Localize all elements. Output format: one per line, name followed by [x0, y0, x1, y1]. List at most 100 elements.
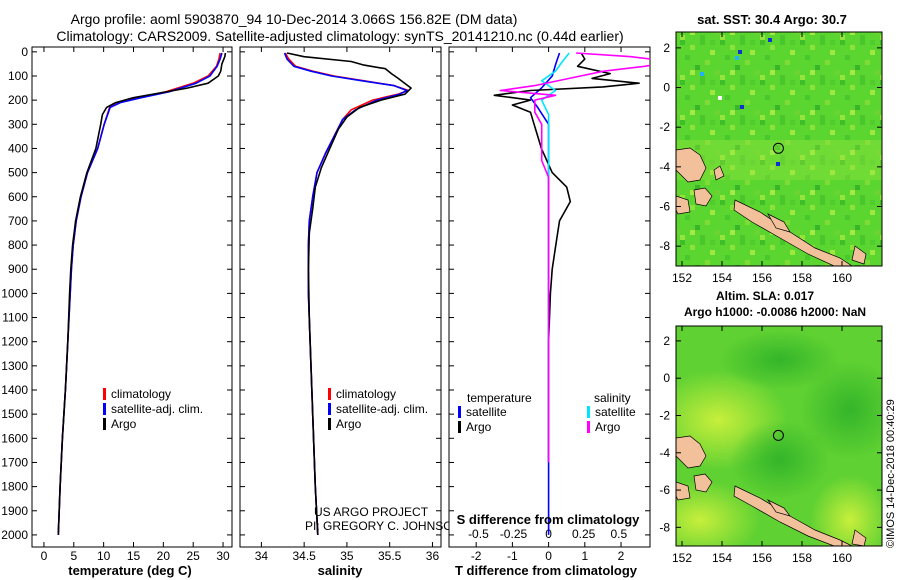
legend-label: climatology — [111, 387, 171, 401]
x-tick-label: 34 — [255, 549, 269, 563]
x-tick-label: 35.5 — [378, 549, 402, 563]
depth-tick-label: 1800 — [1, 480, 28, 494]
temperature-xlabel: temperature (deg C) — [68, 563, 192, 578]
legend-title-salinity: salinity — [594, 391, 631, 405]
depth-axis-labels: 0 100 200 300 400 500 600 700 800 900 1000 1100 1200… — [1, 45, 28, 542]
legend-label: satellite-adj. clim. — [111, 402, 203, 416]
difference-xlabel: T difference from climatology — [455, 563, 638, 578]
legend-swatch — [458, 406, 461, 418]
x-tick-label: 0 — [545, 549, 552, 563]
depth-tick-label: 1500 — [1, 407, 28, 421]
depth-tick-label: 1300 — [1, 359, 28, 373]
series-line-argo — [57, 52, 227, 535]
x-tick-label: 35 — [340, 549, 354, 563]
sst-map-panel: sat. SST: 30.4 Argo: 30.7 — [659, 12, 883, 285]
depth-tick-label: 800 — [8, 238, 28, 252]
map-y-tick-label: -4 — [659, 446, 670, 460]
map-y-tick-label: -8 — [659, 520, 670, 534]
x-tick-label: 30 — [216, 549, 230, 563]
map-x-tick-label: 156 — [752, 271, 772, 285]
legend-label: Argo — [111, 417, 137, 431]
temperature-panel: 0 5 10 15 20 25 30 temperature (deg C) climato… — [31, 46, 233, 578]
depth-tick-label: 700 — [8, 214, 28, 228]
figure-title-line1: Argo profile: aoml 5903870_94 10-Dec-201… — [71, 11, 518, 27]
temperature-plot-frame — [31, 46, 233, 548]
series-line-s-argo — [499, 52, 650, 463]
sst-map-argo-marker — [772, 142, 784, 154]
map-x-tick-label: 154 — [712, 271, 732, 285]
difference-legend: temperature salinitysatelliteArgosatellit… — [458, 391, 636, 434]
sla-map-argo-marker — [772, 429, 784, 441]
legend-label: satellite-adj. clim. — [336, 402, 428, 416]
legend-swatch — [458, 421, 461, 433]
map-x-tick-label: 152 — [672, 551, 692, 565]
map-y-tick-label: -8 — [659, 239, 670, 253]
legend-swatch — [587, 421, 590, 433]
depth-tick-label: 1400 — [1, 383, 28, 397]
map-y-tick-label: 2 — [663, 41, 670, 55]
map-y-tick-label: -6 — [659, 483, 670, 497]
depth-tick-label: 100 — [8, 69, 28, 83]
legend-label: satellite — [466, 405, 507, 419]
figure-title-line2: Climatology: CARS2009. Satellite-adjuste… — [56, 28, 623, 44]
sla-map-title-line2: Argo h1000: -0.0086 h2000: NaN — [684, 305, 866, 319]
legend-label: climatology — [336, 387, 396, 401]
x-tick-label: 2 — [618, 549, 625, 563]
map-y-tick-label: -4 — [659, 160, 670, 174]
map-x-tick-label: 154 — [712, 551, 732, 565]
salinity-xlabel: salinity — [318, 563, 364, 578]
legend-label: satellite — [595, 405, 636, 419]
legend-label: Argo — [466, 420, 492, 434]
x-tick-label: 25 — [187, 549, 201, 563]
x-tick-label: 5 — [70, 549, 77, 563]
legend-swatch — [328, 403, 331, 415]
x-tick-label: 1 — [581, 549, 588, 563]
s-tick-label: -0.5 — [468, 527, 489, 541]
map-x-tick-label: 158 — [792, 551, 812, 565]
map-y-tick-label: 2 — [663, 334, 670, 348]
difference-xlabel2: S difference from climatology — [457, 512, 641, 527]
legend-title-temperature: temperature — [467, 391, 532, 405]
legend-swatch — [103, 418, 106, 430]
x-tick-label: 20 — [157, 549, 171, 563]
depth-tick-label: 600 — [8, 190, 28, 204]
map-y-tick-label: -2 — [659, 120, 670, 134]
salinity-plot-frame — [239, 46, 442, 548]
map-y-tick-label: -6 — [659, 200, 670, 214]
depth-tick-label: 400 — [8, 141, 28, 155]
x-tick-label: 36 — [426, 549, 440, 563]
legend-swatch — [587, 406, 590, 418]
sst-map-frame — [675, 31, 883, 267]
depth-tick-label: 1200 — [1, 335, 28, 349]
depth-tick-label: 1700 — [1, 455, 28, 469]
map-x-tick-label: 152 — [672, 271, 692, 285]
sla-map-frame — [675, 325, 883, 547]
legend-label: Argo — [595, 420, 621, 434]
sst-map-title: sat. SST: 30.4 Argo: 30.7 — [697, 12, 847, 27]
legend-swatch — [328, 388, 331, 400]
depth-tick-label: 500 — [8, 166, 28, 180]
depth-tick-label: 1100 — [2, 311, 28, 325]
sst-map-land — [676, 147, 867, 266]
s-tick-label: 0.25 — [572, 527, 596, 541]
difference-panel: -2 -1 0 1 2-0.5 -0.25 0 0.25 0.5 T difference fr… — [448, 46, 651, 578]
map-x-tick-label: 158 — [792, 271, 812, 285]
depth-tick-label: 0 — [21, 45, 28, 59]
map-x-tick-label: 160 — [832, 551, 852, 565]
credit-line1: US ARGO PROJECT — [314, 505, 429, 519]
legend-swatch — [103, 403, 106, 415]
depth-tick-label: 1600 — [1, 431, 28, 445]
sla-map-title-line1: Altim. SLA: 0.017 — [716, 289, 814, 303]
series-line-argo — [286, 52, 412, 535]
x-tick-label: 0 — [41, 549, 48, 563]
map-x-tick-label: 156 — [752, 551, 772, 565]
x-tick-label: -1 — [507, 549, 518, 563]
map-y-tick-label: -2 — [659, 408, 670, 422]
x-tick-label: 10 — [97, 549, 111, 563]
depth-tick-label: 1000 — [1, 286, 28, 300]
depth-tick-label: 1900 — [1, 504, 28, 518]
depth-tick-label: 2000 — [1, 528, 28, 542]
legend-swatch — [103, 388, 106, 400]
legend-swatch — [328, 418, 331, 430]
